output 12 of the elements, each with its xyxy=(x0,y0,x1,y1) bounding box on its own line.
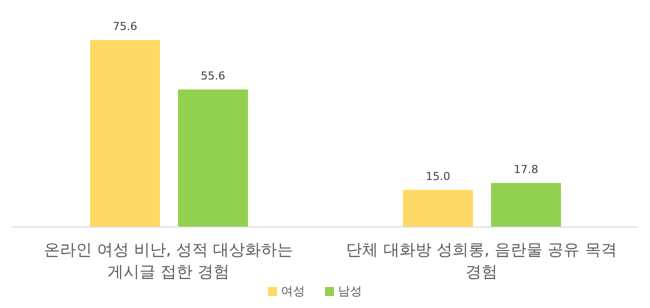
x-tick-label: 단체 대화방 성희롱, 음란물 공유 목격 경험 xyxy=(346,240,617,281)
bar xyxy=(491,182,561,227)
data-label: 15.0 xyxy=(426,170,450,183)
data-label: 75.6 xyxy=(112,20,138,33)
data-label: 17.8 xyxy=(514,162,538,176)
legend-label: 남성 xyxy=(338,284,362,298)
x-tick-label: 온라인 여성 비난, 성적 대상화하는 게시글 접한 경험 xyxy=(44,240,294,281)
legend-label: 여성 xyxy=(281,284,305,298)
bar xyxy=(178,89,248,227)
bar xyxy=(403,190,473,227)
data-label: 55.6 xyxy=(200,69,226,82)
bar xyxy=(90,40,160,227)
